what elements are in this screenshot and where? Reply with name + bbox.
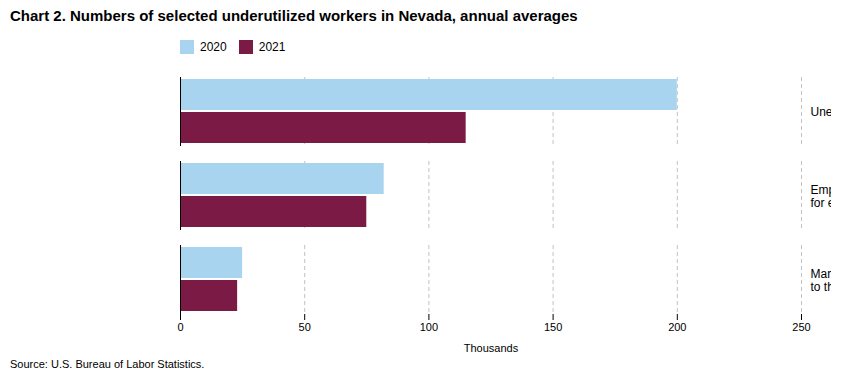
svg-text:250: 250 — [792, 321, 810, 333]
svg-text:100: 100 — [420, 321, 438, 333]
svg-text:50: 50 — [299, 321, 311, 333]
svg-text:Unemployed: Unemployed — [811, 105, 832, 119]
svg-text:Thousands: Thousands — [464, 342, 519, 354]
svg-text:0: 0 — [177, 321, 183, 333]
svg-text:Marginally attachedto the labo: Marginally attachedto the labor force — [811, 267, 832, 294]
svg-text:150: 150 — [544, 321, 562, 333]
html-text:2020: 2020 — [200, 39, 227, 54]
html-text:Source: U.S. Bureau of Labor S: Source: U.S. Bureau of Labor Statistics. — [10, 358, 205, 370]
svg-text:Employed part timefor economic: Employed part timefor economic reasons — [811, 183, 832, 210]
svg-text:200: 200 — [668, 321, 686, 333]
html-text:Chart 2. Numbers of selected u: Chart 2. Numbers of selected underutiliz… — [10, 7, 578, 24]
html-text:2021: 2021 — [258, 39, 286, 54]
